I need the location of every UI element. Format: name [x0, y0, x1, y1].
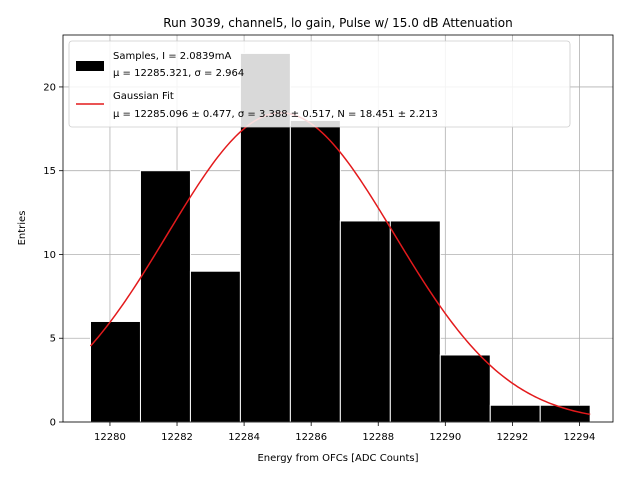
histogram-bar: [389, 220, 441, 423]
legend-fit-params: μ = 12285.096 ± 0.477, σ = 3.388 ± 0.517…: [113, 109, 438, 120]
x-tick-label: 12288: [362, 432, 394, 443]
x-tick-label: 12294: [564, 432, 596, 443]
x-tick-label: 12282: [161, 432, 193, 443]
plot-frame: [62, 34, 614, 423]
legend-histogram-label: Samples, I = 2.0839mA: [113, 51, 231, 62]
x-axis-label: Energy from OFCs [ADC Counts]: [257, 453, 418, 464]
y-tick-label: 5: [50, 334, 56, 345]
histogram-bar: [139, 170, 191, 423]
x-tick-label: 12280: [94, 432, 126, 443]
legend-fit-label: Gaussian Fit: [113, 91, 174, 102]
x-tick-label: 12286: [295, 432, 327, 443]
histogram-bar: [189, 270, 241, 423]
legend-histogram-stats: μ = 12285.321, σ = 2.964: [113, 68, 244, 79]
y-tick-label: 10: [43, 250, 56, 261]
legend-histogram-swatch: [76, 61, 104, 71]
legend: Samples, I = 2.0839mA μ = 12285.321, σ =…: [68, 40, 571, 128]
y-tick-label: 15: [43, 166, 56, 177]
gaussian-fit-line: [89, 112, 591, 416]
histogram-bar: [339, 220, 391, 423]
y-tick-label: 0: [50, 418, 56, 429]
x-tick-label: 12284: [228, 432, 260, 443]
y-tick-label: 20: [43, 82, 56, 93]
histogram-bars: [90, 52, 591, 423]
histogram-bar: [289, 119, 341, 423]
x-tick-label: 12292: [496, 432, 528, 443]
histogram-bar: [90, 320, 141, 423]
chart-title: Run 3039, channel5, lo gain, Pulse w/ 15…: [163, 16, 512, 30]
histogram-bar: [439, 354, 491, 423]
x-axis-ticks: 12280 12282 12284 12286 12288 12290 12292 12294: [94, 422, 595, 443]
histogram-bar: [489, 404, 541, 423]
y-axis-label: Entries: [17, 211, 28, 246]
x-tick-label: 12290: [429, 432, 461, 443]
legend-box: [68, 40, 571, 128]
y-axis-ticks: 0 5 10 15 20: [43, 82, 63, 429]
